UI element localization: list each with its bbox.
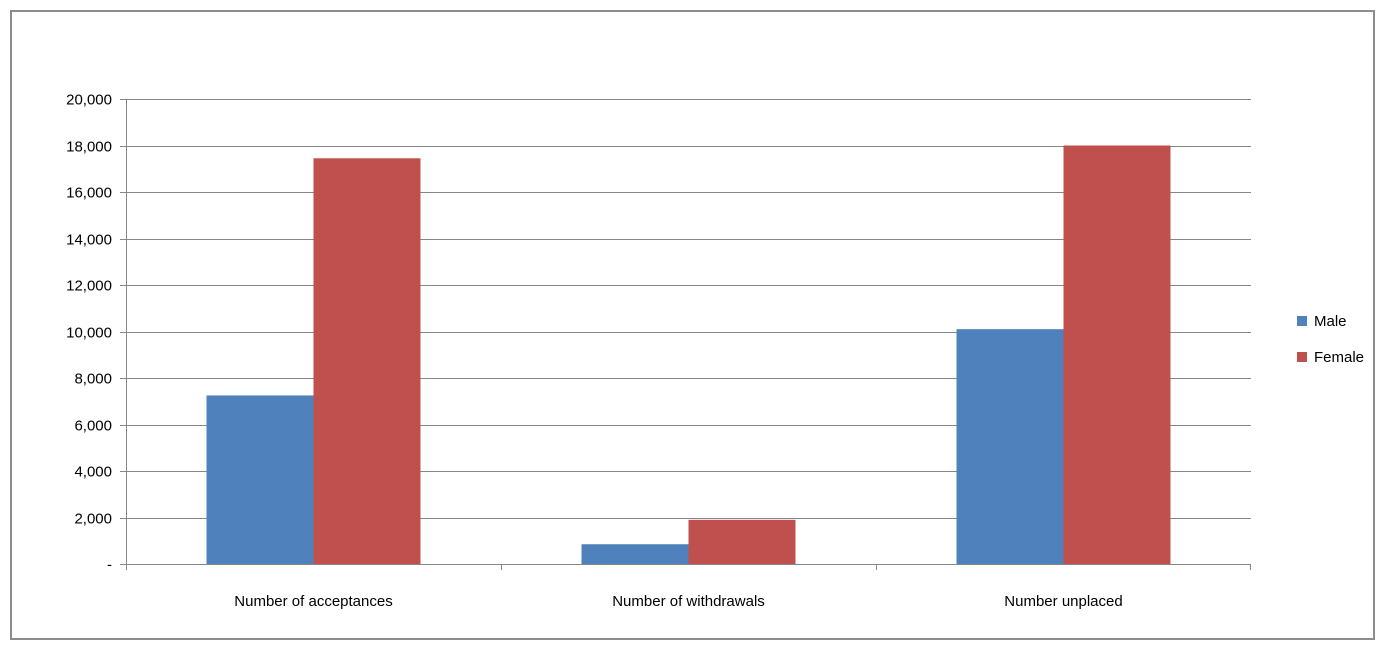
bar-male-1 — [206, 395, 314, 564]
axes — [126, 99, 1251, 565]
y-tick-label: 6,000 — [74, 418, 112, 435]
y-tick-label: - — [107, 557, 112, 574]
y-tick-label: 20,000 — [66, 92, 112, 109]
y-tick-label: 18,000 — [66, 139, 112, 156]
y-tick-label: 8,000 — [74, 371, 112, 388]
bars — [206, 145, 1171, 564]
x-category-label: Number of withdrawals — [612, 593, 765, 610]
x-category-label: Number unplaced — [1004, 593, 1122, 610]
bar-female-1 — [313, 158, 421, 564]
legend: Male Female — [1297, 313, 1364, 366]
legend-swatch-female — [1297, 352, 1307, 362]
bar-male-2 — [581, 544, 689, 564]
x-category-label: Number of acceptances — [234, 593, 392, 610]
y-tick-label: 10,000 — [66, 325, 112, 342]
y-tick-label: 4,000 — [74, 464, 112, 481]
y-tick-label: 12,000 — [66, 278, 112, 295]
y-tick-labels: - 2,000 4,000 6,000 8,000 10,000 12,000 14,000 1… — [66, 92, 112, 574]
legend-label-female: Female — [1314, 349, 1364, 366]
legend-label-male: Male — [1314, 313, 1347, 330]
bar-female-2 — [688, 519, 796, 564]
x-category-labels: Number of acceptances Number of withdrawa… — [234, 593, 1122, 610]
y-tick-label: 16,000 — [66, 185, 112, 202]
y-tick-label: 2,000 — [74, 511, 112, 528]
bar-female-3 — [1063, 145, 1171, 564]
y-tick-label: 14,000 — [66, 232, 112, 249]
legend-swatch-male — [1297, 316, 1307, 326]
bar-male-3 — [956, 329, 1064, 564]
